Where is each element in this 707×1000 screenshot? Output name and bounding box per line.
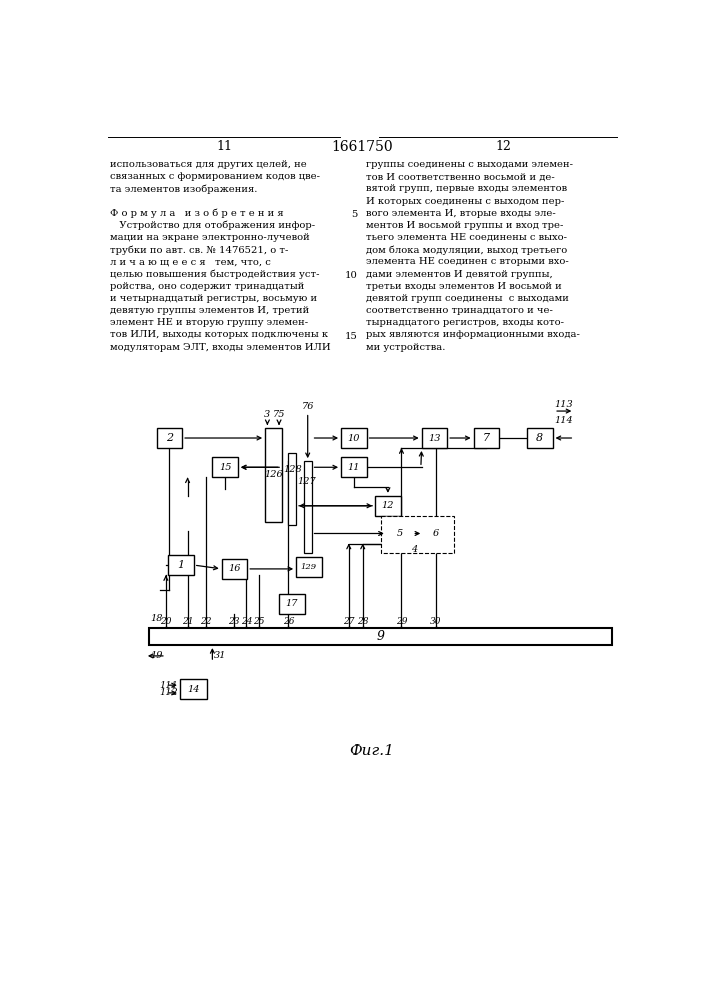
Text: 9: 9 [376, 630, 384, 643]
Bar [265, 428, 282, 522]
Bar [421, 428, 448, 448]
Text: 3: 3 [264, 410, 271, 419]
Text: 112: 112 [160, 688, 178, 697]
Bar [423, 523, 449, 544]
Bar [222, 559, 247, 579]
Text: девятую группы элементов И, третий: девятую группы элементов И, третий [110, 306, 310, 315]
Bar [180, 679, 207, 699]
Text: Ф о р м у л а   и з о б р е т е н и я: Ф о р м у л а и з о б р е т е н и я [110, 209, 284, 218]
Text: 16: 16 [228, 564, 240, 573]
Text: 27: 27 [343, 617, 354, 626]
Text: 8: 8 [536, 433, 544, 443]
Text: 29: 29 [396, 617, 407, 626]
Text: группы соединены с выходами элемен-: группы соединены с выходами элемен- [366, 160, 573, 169]
Text: 128: 128 [284, 465, 303, 474]
Text: тьего элемента НЕ соединены с выхо-: тьего элемента НЕ соединены с выхо- [366, 233, 567, 242]
Text: 126: 126 [264, 470, 283, 479]
Bar [304, 461, 312, 553]
Text: 129: 129 [300, 563, 317, 571]
Text: л и ч а ю щ е е с я   тем, что, с: л и ч а ю щ е е с я тем, что, с [110, 257, 271, 266]
Text: И которых соединены с выходом пер-: И которых соединены с выходом пер- [366, 197, 564, 206]
Text: 10: 10 [348, 434, 360, 443]
Text: использоваться для других целей, не: использоваться для других целей, не [110, 160, 307, 169]
Text: 113: 113 [554, 400, 573, 409]
Text: 11: 11 [348, 463, 360, 472]
Text: 15: 15 [219, 463, 231, 472]
Bar [381, 516, 454, 553]
Text: 15: 15 [344, 332, 357, 341]
Text: рых являются информационными входа-: рых являются информационными входа- [366, 330, 580, 339]
Text: 13: 13 [428, 434, 440, 443]
Bar [156, 428, 182, 448]
Bar [296, 557, 322, 577]
Text: третьи входы элементов И восьмой и: третьи входы элементов И восьмой и [366, 282, 561, 291]
Text: 75: 75 [273, 410, 286, 419]
Text: 2: 2 [166, 433, 173, 443]
Text: элемента НЕ соединен с вторыми вхо-: элемента НЕ соединен с вторыми вхо- [366, 257, 568, 266]
Text: 12: 12 [382, 501, 395, 510]
Bar [212, 457, 238, 477]
Text: 4: 4 [411, 545, 417, 554]
Bar [341, 428, 367, 448]
Text: 23: 23 [228, 617, 240, 626]
Text: 11: 11 [216, 140, 232, 153]
Text: трубки по авт. св. № 1476521, о т-: трубки по авт. св. № 1476521, о т- [110, 245, 288, 255]
Text: Фиг.1: Фиг.1 [349, 744, 394, 758]
Text: 26: 26 [283, 617, 294, 626]
Text: 7: 7 [483, 433, 490, 443]
Text: 12: 12 [495, 140, 511, 153]
Text: тов ИЛИ, выходы которых подключены к: тов ИЛИ, выходы которых подключены к [110, 330, 328, 339]
Text: мации на экране электронно-лучевой: мации на экране электронно-лучевой [110, 233, 310, 242]
Text: 21: 21 [182, 617, 193, 626]
Text: 24: 24 [240, 617, 252, 626]
Bar [288, 453, 296, 525]
Text: 5: 5 [351, 210, 357, 219]
Text: 111: 111 [160, 681, 178, 690]
Text: целью повышения быстродействия уст-: целью повышения быстродействия уст- [110, 270, 320, 279]
Text: тов И соответственно восьмой и де-: тов И соответственно восьмой и де- [366, 172, 554, 181]
Text: дом блока модуляции, выход третьего: дом блока модуляции, выход третьего [366, 245, 567, 255]
Text: 76: 76 [301, 402, 314, 411]
Text: 10: 10 [344, 271, 357, 280]
Text: ментов И восьмой группы и вход тре-: ментов И восьмой группы и вход тре- [366, 221, 563, 230]
Bar [341, 457, 367, 477]
Bar [149, 628, 612, 645]
Text: элемент НЕ и вторую группу элемен-: элемент НЕ и вторую группу элемен- [110, 318, 308, 327]
Text: 18: 18 [151, 614, 163, 623]
Text: 6: 6 [433, 529, 439, 538]
Bar [279, 594, 305, 614]
Text: и четырнадцатый регистры, восьмую и: и четырнадцатый регистры, восьмую и [110, 294, 317, 303]
Bar [375, 496, 401, 516]
Text: дами элементов И девятой группы,: дами элементов И девятой группы, [366, 270, 553, 279]
Text: связанных с формированием кодов цве-: связанных с формированием кодов цве- [110, 172, 320, 181]
Bar [168, 555, 194, 575]
Text: 22: 22 [200, 617, 212, 626]
Text: 127: 127 [298, 477, 316, 486]
Text: 114: 114 [554, 416, 573, 425]
Text: соответственно тринадцатого и че-: соответственно тринадцатого и че- [366, 306, 553, 315]
Text: 30: 30 [430, 617, 441, 626]
Text: модуляторам ЭЛТ, входы элементов ИЛИ: модуляторам ЭЛТ, входы элементов ИЛИ [110, 343, 331, 352]
Text: вого элемента И, вторые входы эле-: вого элемента И, вторые входы эле- [366, 209, 556, 218]
Text: 14: 14 [187, 685, 199, 694]
Bar [387, 523, 412, 544]
Text: вятой групп, первые входы элементов: вятой групп, первые входы элементов [366, 184, 567, 193]
Text: ройства, оно содержит тринадцатый: ройства, оно содержит тринадцатый [110, 282, 305, 291]
Bar [527, 428, 553, 448]
Text: 19: 19 [151, 651, 163, 660]
Text: 28: 28 [357, 617, 368, 626]
Text: 5: 5 [397, 529, 403, 538]
Bar [474, 428, 499, 448]
Text: 20: 20 [160, 617, 172, 626]
Text: девятой групп соединены  с выходами: девятой групп соединены с выходами [366, 294, 568, 303]
Text: 1: 1 [177, 560, 185, 570]
Text: тырнадцатого регистров, входы кото-: тырнадцатого регистров, входы кото- [366, 318, 563, 327]
Text: 25: 25 [253, 617, 264, 626]
Text: Устройство для отображения инфор-: Устройство для отображения инфор- [110, 221, 315, 230]
Text: 31: 31 [214, 651, 226, 660]
Text: 1661750: 1661750 [331, 140, 393, 154]
Text: 17: 17 [286, 599, 298, 608]
Text: та элементов изображения.: та элементов изображения. [110, 184, 257, 194]
Text: ми устройства.: ми устройства. [366, 343, 445, 352]
